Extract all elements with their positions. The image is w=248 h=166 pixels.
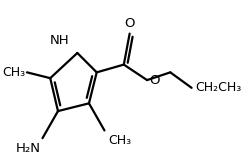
Text: O: O [124,17,135,30]
Text: O: O [149,74,159,87]
Text: NH: NH [50,34,70,47]
Text: CH₂CH₃: CH₂CH₃ [195,81,242,94]
Text: H₂N: H₂N [16,142,41,155]
Text: CH₃: CH₃ [2,66,25,79]
Text: CH₃: CH₃ [108,134,131,147]
